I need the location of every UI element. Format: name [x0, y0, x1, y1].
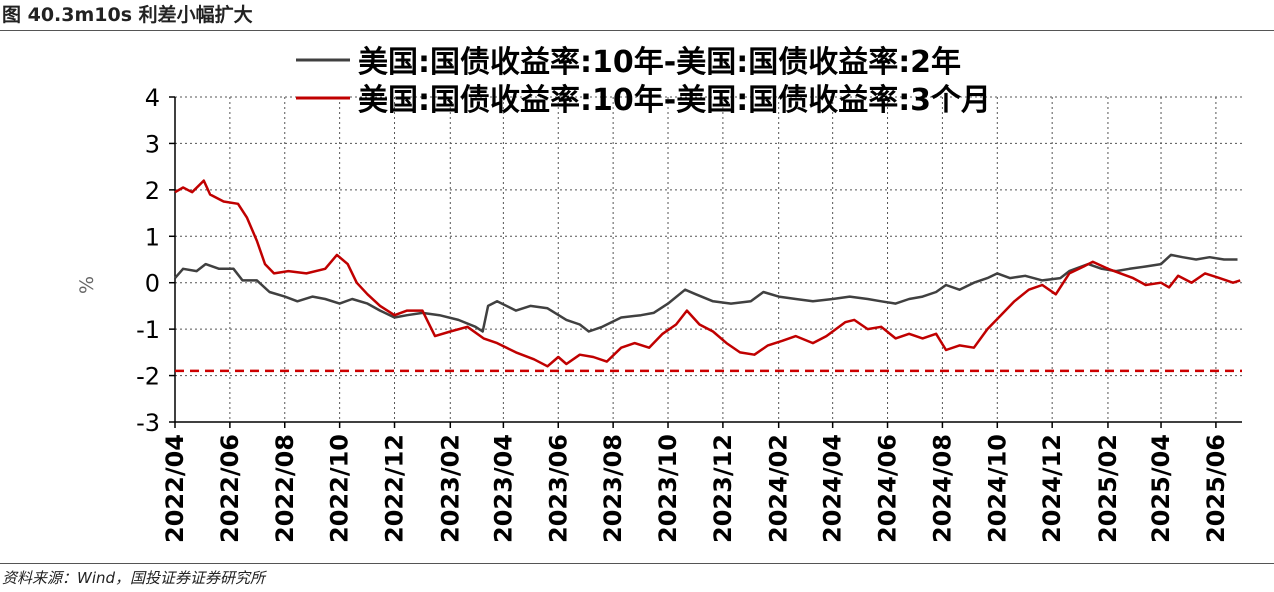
x-tick-label: 2024/08 [928, 434, 956, 543]
x-tick-label: 2023/12 [709, 434, 737, 543]
figure-title: 图 40.3m10s 利差小幅扩大 [2, 4, 253, 26]
series-line-spread-10y-2y [174, 253, 1238, 333]
x-tick-label: 2022/06 [216, 434, 244, 543]
x-tick-label: 2022/10 [326, 434, 354, 543]
y-tick-label: 0 [145, 270, 160, 298]
y-tick-label: 2 [145, 177, 160, 205]
x-tick-label: 2022/04 [161, 434, 189, 543]
title-divider [0, 30, 1274, 31]
y-axis-unit-label: % [76, 276, 98, 294]
x-tick-label: 2023/02 [436, 434, 464, 543]
x-tick-label: 2022/12 [381, 434, 409, 543]
y-tick-labels: 4 3 2 1 0 -1 -2 -3 [136, 84, 160, 437]
x-tick-label: 2024/04 [819, 434, 847, 543]
x-tick-label: 2024/12 [1038, 434, 1066, 543]
series-lines [174, 179, 1241, 368]
y-tick-label: 1 [145, 223, 160, 251]
y-tick-label: -3 [136, 409, 160, 437]
y-tick-label: 4 [145, 84, 160, 112]
series-line-spread-10y-3m [174, 179, 1241, 368]
x-tick-label: 2024/06 [874, 434, 902, 543]
legend-label-spread-10y-3m: 美国:国债收益率:10年-美国:国债收益率:3个月 [358, 83, 991, 118]
x-tick-label: 2023/10 [654, 434, 682, 543]
y-tick-label: 3 [145, 130, 160, 158]
legend-label-spread-10y-2y: 美国:国债收益率:10年-美国:国债收益率:2年 [358, 45, 961, 80]
source-note: 资料来源：Wind，国投证券证券研究所 [2, 569, 266, 587]
x-tick-label: 2023/08 [599, 434, 627, 543]
y-tick-label: -1 [136, 316, 160, 344]
x-tick-label: 2023/06 [544, 434, 572, 543]
x-tick-label: 2025/04 [1147, 434, 1175, 543]
x-tick-label: 2025/02 [1094, 434, 1122, 543]
x-tick-labels: 2022/04 2022/06 2022/08 2022/10 2022/12 2023/… [161, 434, 1230, 543]
x-tick-label: 2022/08 [271, 434, 299, 543]
axes [174, 97, 1242, 423]
x-tick-label: 2025/06 [1202, 434, 1230, 543]
x-tick-label: 2024/10 [983, 434, 1011, 543]
y-tick-label: -2 [136, 363, 160, 391]
legend: 美国:国债收益率:10年-美国:国债收益率:2年 美国:国债收益率:10年-美国… [296, 45, 991, 118]
footer-divider [0, 563, 1274, 564]
x-tick-label: 2024/02 [765, 434, 793, 543]
x-tick-label: 2023/04 [489, 434, 517, 543]
